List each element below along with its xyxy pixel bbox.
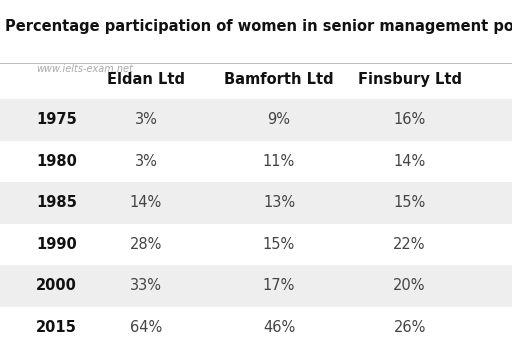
Text: 3%: 3%: [135, 112, 157, 127]
Text: 2000: 2000: [36, 278, 77, 293]
Text: 9%: 9%: [268, 112, 290, 127]
Text: 20%: 20%: [393, 278, 426, 293]
Text: 46%: 46%: [263, 320, 295, 335]
Text: 1985: 1985: [36, 195, 77, 210]
Bar: [0, 265, 512, 307]
Text: Bamforth Ltd: Bamforth Ltd: [224, 72, 334, 87]
Text: Percentage participation of women in senior management positions: Percentage participation of women in sen…: [5, 19, 512, 34]
Text: Eldan Ltd: Eldan Ltd: [107, 72, 185, 87]
Text: 14%: 14%: [130, 195, 162, 210]
Bar: [0, 182, 512, 223]
Text: 17%: 17%: [263, 278, 295, 293]
Text: 22%: 22%: [393, 237, 426, 252]
Bar: [0, 307, 512, 348]
Text: 1980: 1980: [36, 154, 77, 169]
Text: 28%: 28%: [130, 237, 162, 252]
Text: 15%: 15%: [394, 195, 425, 210]
Bar: [0, 224, 512, 265]
Text: Finsbury Ltd: Finsbury Ltd: [357, 72, 462, 87]
Text: 1990: 1990: [36, 237, 77, 252]
Text: 26%: 26%: [393, 320, 426, 335]
Text: 1975: 1975: [36, 112, 77, 127]
Text: 33%: 33%: [130, 278, 162, 293]
Text: 64%: 64%: [130, 320, 162, 335]
Text: www.ielts-exam.net: www.ielts-exam.net: [36, 64, 133, 74]
Text: 15%: 15%: [263, 237, 295, 252]
Text: 3%: 3%: [135, 154, 157, 169]
Bar: [0, 99, 512, 141]
Text: 2015: 2015: [36, 320, 77, 335]
Text: 13%: 13%: [263, 195, 295, 210]
Text: 11%: 11%: [263, 154, 295, 169]
Text: 16%: 16%: [394, 112, 425, 127]
Bar: [0, 141, 512, 182]
Text: 14%: 14%: [394, 154, 425, 169]
